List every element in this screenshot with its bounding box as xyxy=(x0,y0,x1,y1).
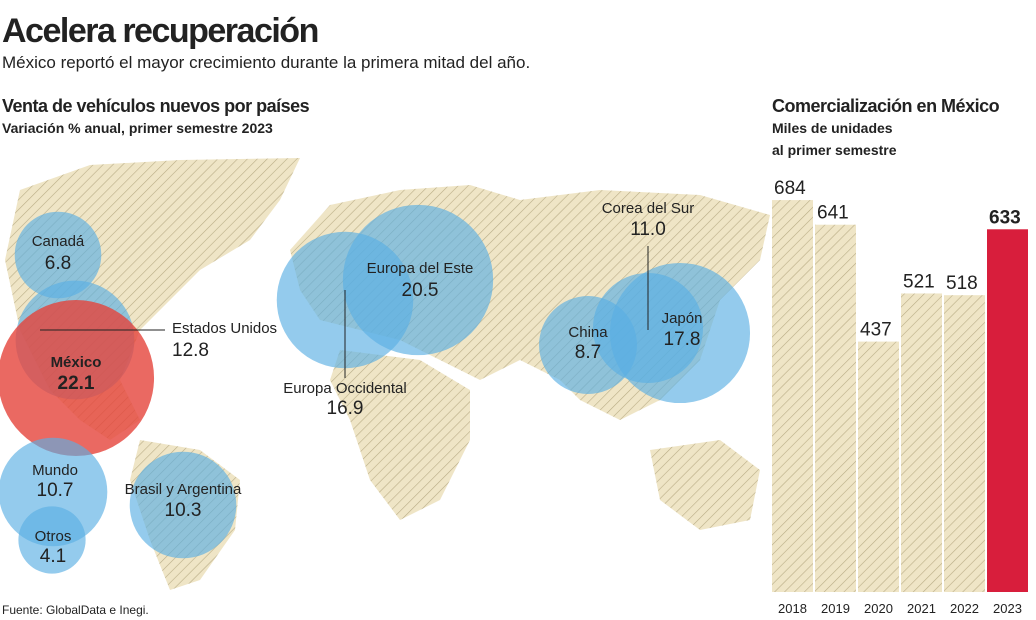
bubble-value: 16.9 xyxy=(327,398,364,419)
bubble xyxy=(342,204,494,356)
bubble-name: Estados Unidos xyxy=(172,320,277,337)
bubble-value: 11.0 xyxy=(630,219,666,240)
bar xyxy=(901,293,942,592)
bubble xyxy=(0,299,155,457)
map-subtitle: Variación % anual, primer semestre 2023 xyxy=(2,120,273,136)
subtitle: México reportó el mayor crecimiento dura… xyxy=(2,53,530,72)
bubble-value: 10.7 xyxy=(37,480,74,501)
bubble-value: 8.7 xyxy=(575,342,601,363)
bubble-value: 4.1 xyxy=(40,546,66,567)
bubble-name: Brasil y Argentina xyxy=(125,481,242,498)
bar-value: 521 xyxy=(903,271,935,292)
bubble-name: México xyxy=(51,354,102,371)
bubble-name: China xyxy=(568,324,608,341)
bar-value: 633 xyxy=(989,207,1021,228)
bar xyxy=(815,224,856,592)
map-title: Venta de vehículos nuevos por países xyxy=(2,96,310,116)
x-tick-label: 2023 xyxy=(993,601,1022,616)
bubble xyxy=(14,211,102,299)
bubble-value: 22.1 xyxy=(58,373,95,394)
bar-subtitle: Miles de unidades xyxy=(772,120,893,136)
x-tick-label: 2018 xyxy=(778,601,807,616)
x-tick-label: 2022 xyxy=(950,601,979,616)
x-tick-label: 2019 xyxy=(821,601,850,616)
bubble-name: Otros xyxy=(35,528,72,545)
bar-title: Comercialización en México xyxy=(772,96,1000,116)
bar-subtitle: al primer semestre xyxy=(772,142,897,158)
bubble xyxy=(609,262,751,404)
bubble-name: Corea del Sur xyxy=(602,200,695,217)
title: Acelera recuperación xyxy=(2,12,318,50)
source: Fuente: GlobalData e Inegi. xyxy=(2,603,149,617)
bubble xyxy=(129,451,237,559)
bubble-name: Europa Occidental xyxy=(283,380,406,397)
bubble-value: 6.8 xyxy=(45,253,71,274)
bubble-name: Japón xyxy=(662,310,703,327)
bubble-value: 10.3 xyxy=(165,500,202,521)
x-tick-label: 2020 xyxy=(864,601,893,616)
bar-value: 518 xyxy=(946,273,978,294)
bar xyxy=(772,200,813,592)
bubble-value: 17.8 xyxy=(664,329,701,350)
x-tick-label: 2021 xyxy=(907,601,936,616)
bubble-value: 20.5 xyxy=(402,280,439,301)
bar xyxy=(858,341,899,592)
bar-value: 684 xyxy=(774,178,806,199)
bubble-name: Mundo xyxy=(32,462,78,479)
bar-value: 437 xyxy=(860,320,892,341)
bar xyxy=(987,229,1028,592)
bubble-value: 12.8 xyxy=(172,340,209,361)
bar-value: 641 xyxy=(817,203,849,224)
bubble-name: Europa del Este xyxy=(367,260,474,277)
bar xyxy=(944,295,985,592)
bubble-name: Canadá xyxy=(32,233,85,250)
bubble xyxy=(18,506,86,574)
